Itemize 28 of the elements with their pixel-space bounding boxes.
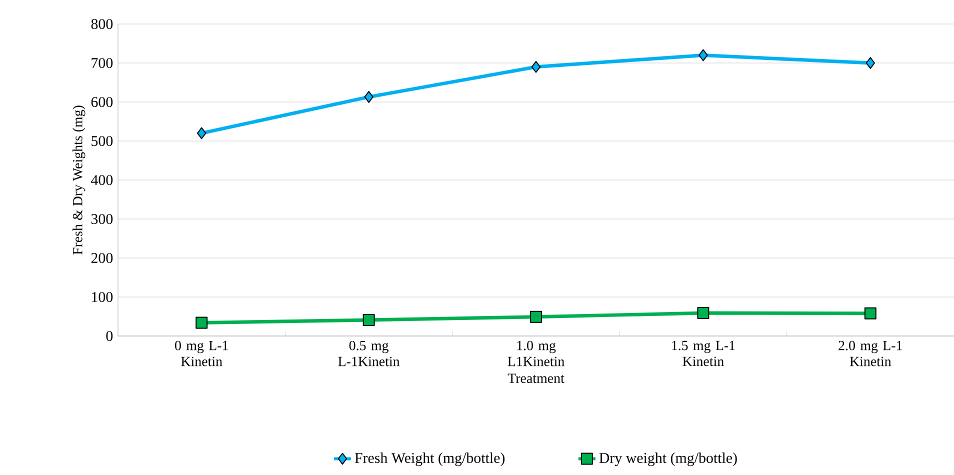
point [196, 316, 208, 329]
point [364, 90, 374, 103]
point [866, 57, 876, 69]
x-tick-label: 0.5 mg L-1Kinetin [338, 340, 400, 366]
y-axis-title: Fresh & Dry Weights (mg) [72, 106, 86, 255]
legend-label: Dry weight (mg/bottle) [599, 452, 737, 466]
y-tick-label: 100 [92, 292, 113, 302]
y-tick-label: 0 [106, 330, 113, 342]
y-tick-label: 700 [92, 58, 113, 68]
y-tick-label: 400 [91, 174, 113, 186]
point [864, 307, 876, 320]
x-tick-label: 2.0 mg L-1 Kinetin [838, 340, 902, 366]
x-tick-label: 1.0 mg L1Kinetin [508, 340, 564, 366]
x-tick-label: 1.5 mg L-1 Kinetin [672, 340, 735, 366]
x-axis-title: Treatment [508, 374, 564, 383]
point [196, 127, 206, 140]
legend-label: Fresh Weight (mg/bottle) [354, 452, 505, 466]
y-tick-label: 200 [91, 252, 113, 264]
point [697, 307, 710, 319]
point [531, 60, 541, 73]
y-tick-label: 800 [91, 18, 113, 30]
x-tick-label: 0 mg L-1 Kinetin [175, 340, 228, 366]
y-tick-label: 500 [92, 136, 113, 146]
point [362, 314, 375, 326]
point [530, 310, 542, 323]
y-tick-label: 600 [91, 96, 113, 108]
point [698, 49, 708, 62]
y-tick-label: 300 [91, 214, 113, 224]
